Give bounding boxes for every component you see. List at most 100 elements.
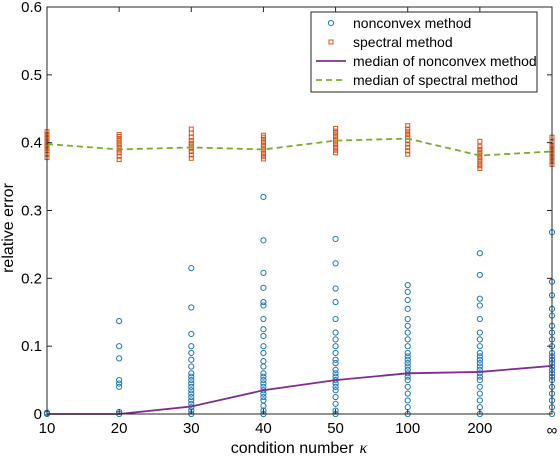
nonconvex-point xyxy=(476,363,483,370)
nonconvex-point xyxy=(188,370,195,377)
nonconvex-point xyxy=(476,356,483,363)
spectral-point xyxy=(333,134,339,140)
y-tick-label: 0.4 xyxy=(21,135,42,152)
spectral-point xyxy=(333,128,339,134)
median-nonconvex-line xyxy=(47,364,553,415)
spectral-point xyxy=(116,142,122,148)
nonconvex-point xyxy=(260,298,267,306)
nonconvex-point xyxy=(476,397,483,404)
nonconvex-point xyxy=(332,370,339,377)
nonconvex-point xyxy=(332,360,339,367)
nonconvex-point xyxy=(404,315,411,323)
spectral-point xyxy=(188,140,194,146)
spectral-point xyxy=(405,132,411,138)
x-tick-label: 50 xyxy=(327,420,344,437)
nonconvex-point xyxy=(332,387,339,394)
spectral-point xyxy=(188,155,194,161)
nonconvex-point xyxy=(404,336,411,343)
nonconvex-point xyxy=(404,349,411,357)
median-spectral-line xyxy=(46,137,553,157)
spectral-point xyxy=(405,123,411,129)
nonconvex-point xyxy=(332,235,339,243)
nonconvex-point xyxy=(116,317,123,325)
y-tick-label: 0 xyxy=(34,406,42,423)
legend-box xyxy=(310,11,538,93)
nonconvex-point xyxy=(188,356,195,363)
nonconvex-point xyxy=(476,302,483,309)
nonconvex-point xyxy=(476,376,483,384)
nonconvex-point xyxy=(116,355,123,362)
nonconvex-point xyxy=(260,349,267,357)
spectral-point xyxy=(477,157,483,163)
spectral-point xyxy=(116,136,122,142)
nonconvex-point xyxy=(260,373,267,380)
x-tick-label: 20 xyxy=(111,420,128,437)
legend-marker-nonconvex xyxy=(327,19,335,27)
nonconvex-point xyxy=(188,265,195,272)
x-tick-label: 30 xyxy=(183,420,200,437)
spectral-point xyxy=(333,142,339,148)
nonconvex-point xyxy=(188,373,195,380)
legend-label: spectral method xyxy=(353,34,453,50)
nonconvex-point xyxy=(188,376,195,384)
legend-marker-spectral xyxy=(328,39,334,45)
nonconvex-point xyxy=(188,330,195,338)
nonconvex-point xyxy=(476,373,483,380)
nonconvex-point xyxy=(404,360,411,367)
nonconvex-point xyxy=(332,336,339,343)
nonconvex-point xyxy=(116,380,123,387)
nonconvex-point xyxy=(116,343,123,350)
spectral-point xyxy=(188,138,194,144)
spectral-point xyxy=(116,132,122,138)
nonconvex-point xyxy=(404,282,411,289)
nonconvex-point xyxy=(476,295,483,302)
spectral-point xyxy=(477,165,483,171)
nonconvex-point xyxy=(260,380,267,387)
nonconvex-point xyxy=(332,298,339,306)
axes: 0 0.1 0.2 0.3 0.4 0.5 0.6 10 20 30 40 50 100 200 ∞ xyxy=(21,0,558,439)
nonconvex-point xyxy=(188,304,195,311)
y-tick-label: 0.3 xyxy=(21,203,42,220)
nonconvex-point xyxy=(260,363,267,370)
x-tick-label: 10 xyxy=(39,420,56,437)
x-tick-label: ∞ xyxy=(547,422,558,439)
nonconvex-point xyxy=(188,363,195,370)
nonconvex-point xyxy=(404,353,411,360)
nonconvex-point xyxy=(476,336,483,343)
nonconvex-point xyxy=(332,366,339,374)
spectral-point xyxy=(260,140,266,146)
spectral-point xyxy=(405,148,411,154)
y-axis-label: relative error xyxy=(0,182,17,272)
y-tick-label: 0.5 xyxy=(21,67,42,84)
spectral-point xyxy=(260,132,266,138)
spectral-point xyxy=(477,144,483,150)
nonconvex-point xyxy=(332,285,339,292)
nonconvex-point xyxy=(116,383,123,390)
nonconvex-point xyxy=(188,383,195,390)
spectral-point xyxy=(260,153,266,159)
nonconvex-point xyxy=(476,370,483,377)
nonconvex-point xyxy=(476,343,483,350)
plot-area xyxy=(43,123,556,418)
spectral-point xyxy=(260,148,266,154)
nonconvex-point xyxy=(188,343,195,350)
nonconvex-point xyxy=(188,349,195,357)
nonconvex-point xyxy=(476,271,483,279)
spectral-point xyxy=(405,141,411,147)
nonconvex-point xyxy=(404,383,411,390)
spectral-point xyxy=(333,125,339,131)
spectral-point xyxy=(188,126,194,132)
spectral-point xyxy=(188,130,194,136)
nonconvex-point xyxy=(260,269,267,277)
nonconvex-point xyxy=(332,400,339,407)
plot-marks xyxy=(43,123,556,418)
legend-label: median of spectral method xyxy=(353,72,518,88)
legend: nonconvex method spectral method median of… xyxy=(310,11,538,93)
nonconvex-point xyxy=(260,376,267,384)
spectral-point xyxy=(260,151,266,157)
nonconvex-point xyxy=(404,356,411,363)
nonconvex-point xyxy=(332,343,339,350)
nonconvex-point xyxy=(404,296,411,304)
nonconvex-point xyxy=(404,288,411,295)
